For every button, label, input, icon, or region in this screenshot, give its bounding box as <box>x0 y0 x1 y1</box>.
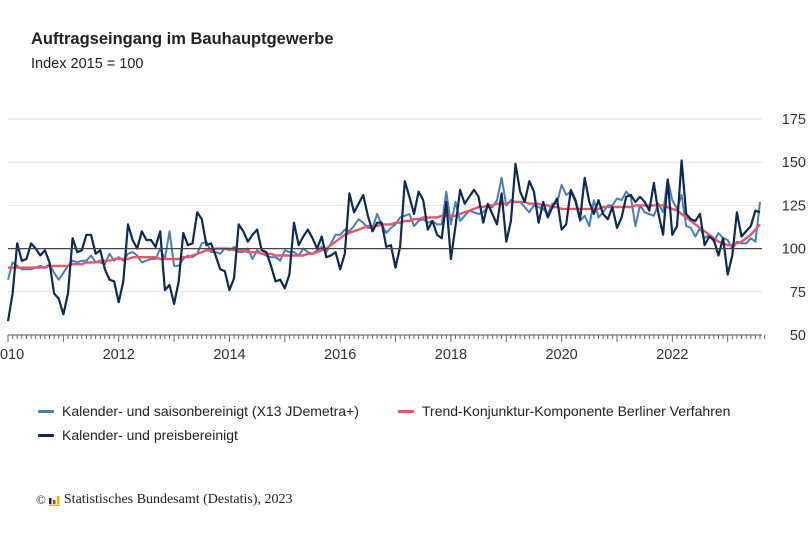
y-tick-label: 125 <box>782 198 806 214</box>
chart-title: Auftragseingang im Bauhauptgewerbe <box>31 30 334 48</box>
x-tick-label: 2016 <box>324 347 356 363</box>
x-tick-label: 2010 <box>0 347 24 363</box>
legend-item-seasonally-adjusted: Kalender- und saisonbereinigt (X13 JDeme… <box>38 403 359 419</box>
y-tick-label: 75 <box>790 285 806 301</box>
y-tick-label: 150 <box>782 155 806 171</box>
chart-subtitle: Index 2015 = 100 <box>31 56 144 72</box>
destatis-logo-icon <box>48 495 60 506</box>
x-tick-label: 2018 <box>435 347 467 363</box>
x-tick-label: 2022 <box>656 347 688 363</box>
x-tick-label: 2014 <box>213 347 245 363</box>
source-text: Statistisches Bundesamt (Destatis), 2023 <box>63 492 293 507</box>
legend-swatch <box>38 433 54 437</box>
x-tick-label: 2020 <box>545 347 577 363</box>
series-line-price-adjusted <box>6 159 761 322</box>
legend-label: Kalender- und saisonbereinigt (X13 JDeme… <box>62 403 359 419</box>
copyright-symbol: © <box>36 492 46 507</box>
y-tick-label: 100 <box>782 242 806 258</box>
legend-label: Kalender- und preisbereinigt <box>62 427 238 443</box>
series-line-seasonally-adjusted <box>7 176 761 281</box>
series-line-trend <box>8 200 761 269</box>
legend-item-price-adjusted: Kalender- und preisbereinigt <box>38 427 238 443</box>
x-tick-label: 2012 <box>103 347 135 363</box>
y-tick-label: 50 <box>790 328 806 344</box>
legend-label: Trend-Konjunktur-Komponente Berliner Ver… <box>422 403 731 419</box>
line-chart: 50 75 100 125 150 175 2010 2012 2014 2016 2018 2020… <box>0 112 806 363</box>
y-tick-label: 175 <box>782 112 806 128</box>
legend-item-trend: Trend-Konjunktur-Komponente Berliner Ver… <box>398 403 730 419</box>
source-footer: © Statistisches Bundesamt (Destatis), 20… <box>36 492 293 508</box>
legend-swatch <box>38 409 54 413</box>
legend-swatch <box>398 409 414 413</box>
